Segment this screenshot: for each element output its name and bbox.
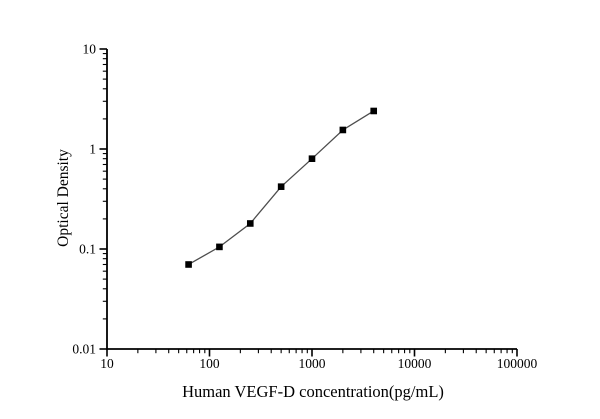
y-tick-label: 10: [83, 42, 97, 57]
y-axis-title: Optical Density: [55, 149, 72, 247]
x-tick-label: 10000: [398, 356, 432, 371]
data-point-marker: [216, 243, 223, 251]
data-point-marker: [370, 107, 378, 115]
x-axis-title: Human VEGF-D concentration(pg/mL): [182, 382, 444, 401]
y-axis-ticks: [99, 48, 107, 350]
y-tick-label: 0.1: [79, 242, 96, 257]
data-point-marker: [308, 155, 316, 162]
y-tick-label: 0.01: [72, 342, 96, 357]
x-tick-label: 100: [199, 356, 220, 371]
y-axis-tick-labels: 10 1 0.1 0.01: [72, 42, 96, 357]
axis-spines: [106, 49, 517, 350]
data-point-marker: [339, 126, 347, 134]
x-tick-label: 1000: [299, 356, 326, 371]
x-axis-tick-labels: 10 100 1000 10000 100000: [100, 356, 537, 371]
data-series: [185, 107, 378, 268]
data-point-marker: [185, 261, 192, 268]
y-tick-label: 1: [89, 142, 96, 157]
x-tick-label: 10: [100, 356, 114, 371]
x-axis-ticks: [106, 349, 518, 357]
data-point-marker: [246, 220, 254, 227]
data-point-marker: [277, 183, 285, 190]
x-tick-label: 100000: [497, 356, 538, 371]
axes: [106, 49, 517, 350]
